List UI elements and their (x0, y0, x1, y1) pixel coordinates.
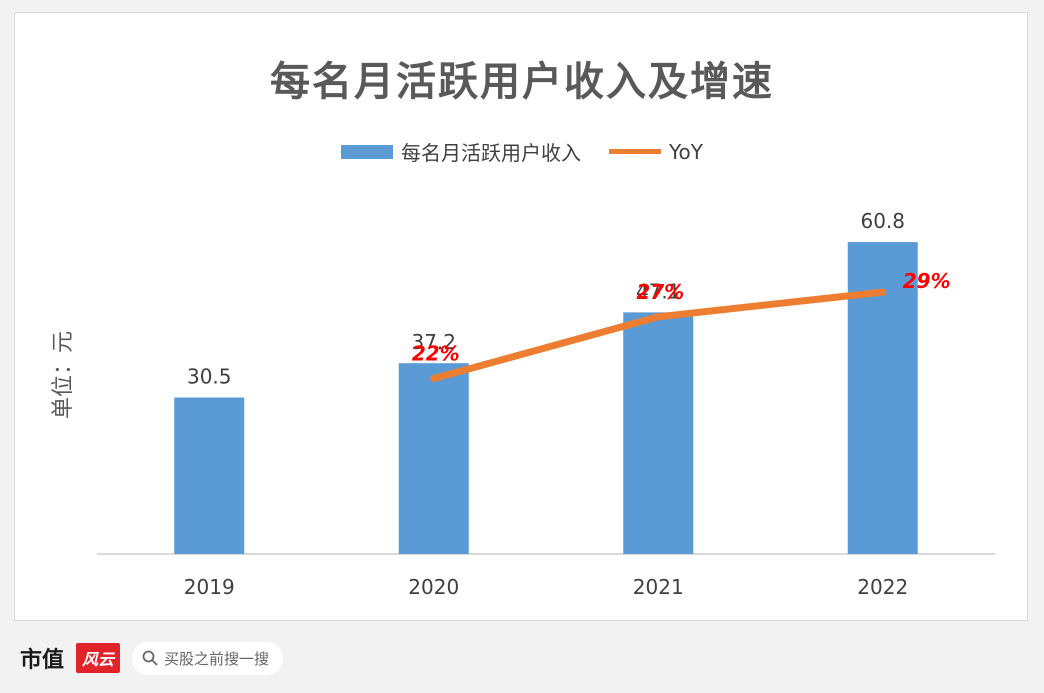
footer-bar: 市值 风云 买股之前搜一搜 (20, 640, 284, 676)
chart-card: 每名月活跃用户收入及增速 每名月活跃用户收入 YoY 单位：元 30.5 2019… (14, 12, 1028, 621)
bar-2021 (623, 312, 694, 554)
search-placeholder: 买股之前搜一搜 (164, 649, 270, 668)
brand-logo-text: 市值 (20, 647, 65, 673)
bar-value-label-2020: 37.2 (411, 330, 456, 354)
bar-value-label-2021: 47.1 (636, 279, 681, 303)
legend-item-line: YoY (608, 139, 703, 164)
legend-swatch-line (608, 149, 661, 154)
chart-legend: 每名月活跃用户收入 YoY (15, 137, 1029, 166)
search-pill[interactable]: 买股之前搜一搜 (132, 641, 284, 675)
x-tick-label-2020: 2020 (408, 575, 459, 599)
bar-value-label-2022: 60.8 (860, 209, 905, 233)
yoy-label-2020: 22% (412, 342, 460, 366)
x-tick-label-2022: 2022 (857, 575, 908, 599)
bar-2019 (174, 397, 245, 554)
bar-value-label-2019: 30.5 (187, 365, 232, 389)
legend-label-line: YoY (668, 139, 703, 164)
brand-logo-stamp: 风云 (76, 643, 121, 673)
yoy-label-2021: 27% (636, 280, 684, 304)
chart-plot-area: 30.5 2019 37.2 2020 47.1 2021 60.8 2022 22% 27% 29… (97, 209, 995, 599)
yoy-label-2022: 29% (903, 269, 951, 293)
search-icon (142, 650, 158, 666)
legend-label-bar: 每名月活跃用户收入 (400, 141, 581, 165)
x-tick-label-2021: 2021 (633, 575, 684, 599)
legend-item-bar: 每名月活跃用户收入 (340, 137, 581, 166)
x-tick-label-2019: 2019 (184, 575, 235, 599)
bar-2020 (398, 363, 469, 554)
legend-swatch-bar (340, 144, 393, 159)
chart-title: 每名月活跃用户收入及增速 (270, 59, 774, 105)
yoy-line (430, 288, 887, 383)
